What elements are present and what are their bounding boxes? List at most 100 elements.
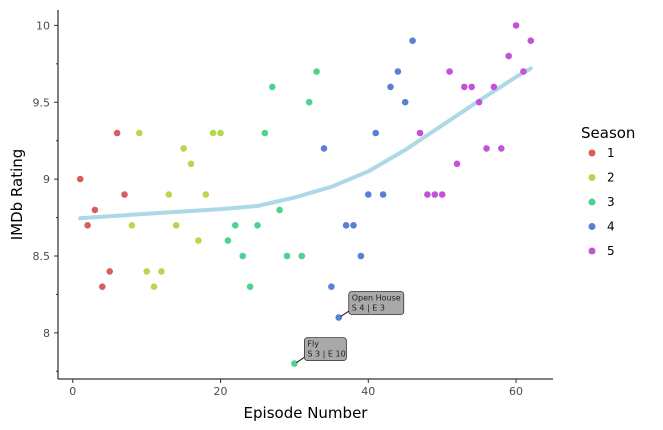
data-point-season-3 (254, 222, 261, 229)
data-point-season-3 (261, 129, 269, 137)
data-point-season-5 (475, 98, 483, 106)
x-tick-label: 0 (69, 385, 76, 398)
data-point-season-3 (246, 283, 254, 291)
data-point-season-1 (113, 129, 121, 137)
y-tick-label: 9 (43, 173, 50, 186)
data-point-season-1 (99, 283, 106, 291)
data-point-season-5 (416, 129, 424, 137)
data-point-season-5 (438, 191, 446, 198)
data-point-season-3 (291, 360, 298, 367)
data-point-season-3 (305, 98, 313, 106)
data-point-season-3 (269, 83, 276, 91)
x-tick-label: 20 (214, 385, 228, 398)
data-point-season-4 (350, 222, 357, 229)
data-point-season-4 (387, 83, 394, 91)
data-point-season-5 (424, 191, 431, 198)
data-point-season-5 (490, 83, 498, 91)
annotation-box (304, 337, 347, 362)
data-point-season-5 (527, 37, 535, 44)
data-point-season-5 (505, 52, 512, 60)
data-point-season-2 (187, 160, 195, 168)
data-point-season-3 (298, 252, 306, 260)
annotation-connector (296, 356, 306, 364)
legend-marker-season-3 (588, 198, 596, 206)
y-axis-title: IMDb Rating (8, 149, 26, 241)
data-point-season-5 (498, 145, 505, 152)
data-point-season-3 (232, 222, 239, 229)
data-point-season-1 (84, 222, 91, 229)
data-point-season-2 (158, 268, 165, 275)
legend-label-season-3: 3 (607, 195, 615, 209)
legend-label-season-4: 4 (607, 220, 615, 234)
data-point-season-4 (328, 283, 335, 291)
data-point-season-1 (76, 175, 84, 183)
legend: Season 1 2 3 4 5 (581, 124, 635, 258)
data-point-season-3 (283, 252, 291, 260)
data-point-season-4 (357, 252, 365, 260)
legend-label-season-2: 2 (607, 171, 615, 185)
data-point-season-4 (342, 222, 350, 229)
data-point-season-5 (520, 68, 527, 75)
y-tick-label: 10 (36, 19, 50, 32)
data-point-season-2 (209, 129, 217, 137)
trend-layer (78, 66, 533, 221)
data-point-season-2 (143, 268, 150, 275)
data-point-season-2 (180, 145, 187, 152)
y-tick-label: 8 (43, 327, 50, 340)
y-tick-label: 8.5 (33, 250, 51, 263)
points-layer (76, 22, 535, 367)
tick-labels: 0 20 40 60 8 8.5 9 9.5 10 (33, 19, 524, 398)
x-tick-label: 40 (361, 385, 375, 398)
data-point-season-2 (150, 283, 158, 291)
data-point-season-5 (468, 83, 476, 91)
y-tick-label: 9.5 (33, 96, 51, 109)
data-point-season-2 (165, 191, 173, 198)
annotation-title: Fly (307, 340, 319, 349)
data-point-season-3 (276, 206, 283, 214)
data-point-season-2 (128, 222, 136, 229)
data-point-season-5 (512, 22, 520, 29)
data-point-season-2 (217, 129, 224, 137)
legend-label-season-5: 5 (607, 244, 615, 258)
data-point-season-1 (106, 268, 113, 275)
x-tick-label: 60 (509, 385, 523, 398)
data-point-season-4 (409, 37, 416, 44)
data-point-season-2 (136, 129, 143, 137)
data-point-season-1 (91, 206, 99, 214)
data-point-season-4 (320, 145, 328, 152)
annotation-subtitle: S 4 | E 3 (352, 304, 385, 313)
annotation-subtitle: S 3 | E 10 (307, 350, 345, 359)
legend-marker-season-1 (588, 149, 596, 157)
legend-marker-season-4 (588, 223, 596, 230)
data-point-season-4 (335, 314, 343, 321)
annotation-title: Open House (352, 294, 401, 303)
data-point-season-4 (372, 129, 380, 137)
data-point-season-2 (202, 191, 210, 198)
legend-label-season-1: 1 (607, 146, 615, 160)
data-point-season-4 (379, 191, 387, 198)
trend-line (78, 66, 533, 221)
data-point-season-3 (224, 237, 232, 244)
data-point-season-1 (121, 191, 128, 198)
data-point-season-2 (195, 237, 202, 244)
data-point-season-4 (365, 191, 372, 198)
data-point-season-5 (461, 83, 468, 91)
data-point-season-5 (453, 160, 461, 168)
data-point-season-4 (401, 98, 409, 106)
annotation-box (348, 291, 405, 315)
data-point-season-2 (172, 222, 180, 229)
data-point-season-5 (431, 191, 439, 198)
data-point-season-3 (313, 68, 320, 75)
data-point-season-5 (446, 68, 453, 75)
data-point-season-3 (239, 252, 246, 260)
axes (57, 10, 553, 380)
x-axis-title: Episode Number (244, 404, 369, 422)
legend-title: Season (581, 124, 635, 142)
data-point-season-5 (483, 145, 490, 152)
legend-marker-season-2 (588, 174, 596, 181)
legend-marker-season-5 (588, 247, 596, 255)
annotation-connector (340, 310, 351, 317)
data-point-season-4 (394, 68, 402, 75)
